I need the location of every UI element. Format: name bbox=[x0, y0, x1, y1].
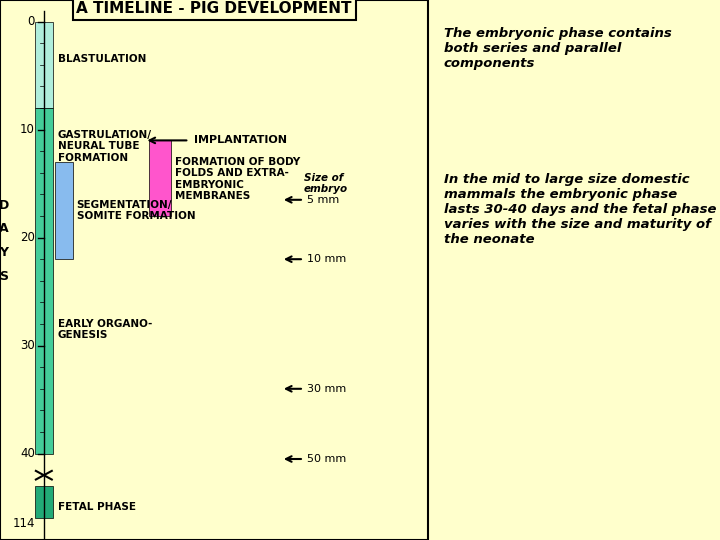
Text: 30: 30 bbox=[20, 339, 35, 352]
Text: Size of
embryо: Size of embryо bbox=[304, 173, 348, 194]
Bar bbox=[35, 486, 53, 518]
Text: A: A bbox=[0, 222, 9, 235]
Text: 5 mm: 5 mm bbox=[307, 195, 339, 205]
Bar bbox=[150, 140, 171, 216]
Text: 114: 114 bbox=[12, 517, 35, 530]
Text: BLASTULATION: BLASTULATION bbox=[58, 55, 146, 64]
Text: D: D bbox=[0, 199, 9, 212]
Text: 10: 10 bbox=[20, 123, 35, 136]
Text: IMPLANTATION: IMPLANTATION bbox=[194, 136, 287, 145]
Text: GASTRULATION/
NEURAL TUBE
FORMATION: GASTRULATION/ NEURAL TUBE FORMATION bbox=[58, 130, 152, 163]
Text: 20: 20 bbox=[20, 231, 35, 244]
Bar bbox=[35, 22, 53, 108]
Text: 10 mm: 10 mm bbox=[307, 254, 346, 264]
Bar bbox=[35, 108, 53, 454]
Bar bbox=[55, 162, 73, 259]
Text: S: S bbox=[0, 270, 9, 283]
Text: FORMATION OF BODY
FOLDS AND EXTRA-
EMBRYONIC
MEMBRANES: FORMATION OF BODY FOLDS AND EXTRA- EMBRY… bbox=[176, 157, 300, 201]
Text: 30 mm: 30 mm bbox=[307, 384, 346, 394]
Text: In the mid to large size domestic
mammals the embryonic phase
lasts 30-40 days a: In the mid to large size domestic mammal… bbox=[444, 173, 716, 246]
Text: A TIMELINE - PIG DEVELOPMENT: A TIMELINE - PIG DEVELOPMENT bbox=[76, 1, 352, 16]
Text: SEGMENTATION/
SOMITE FORMATION: SEGMENTATION/ SOMITE FORMATION bbox=[77, 200, 195, 221]
Text: The embryonic phase contains
both series and parallel
components: The embryonic phase contains both series… bbox=[444, 27, 671, 70]
Text: FETAL PHASE: FETAL PHASE bbox=[58, 502, 136, 512]
Text: 40: 40 bbox=[20, 447, 35, 460]
Text: Y: Y bbox=[0, 246, 9, 259]
Text: EARLY ORGANO-
GENESIS: EARLY ORGANO- GENESIS bbox=[58, 319, 152, 340]
Text: 0: 0 bbox=[27, 15, 35, 28]
Text: 50 mm: 50 mm bbox=[307, 454, 346, 464]
